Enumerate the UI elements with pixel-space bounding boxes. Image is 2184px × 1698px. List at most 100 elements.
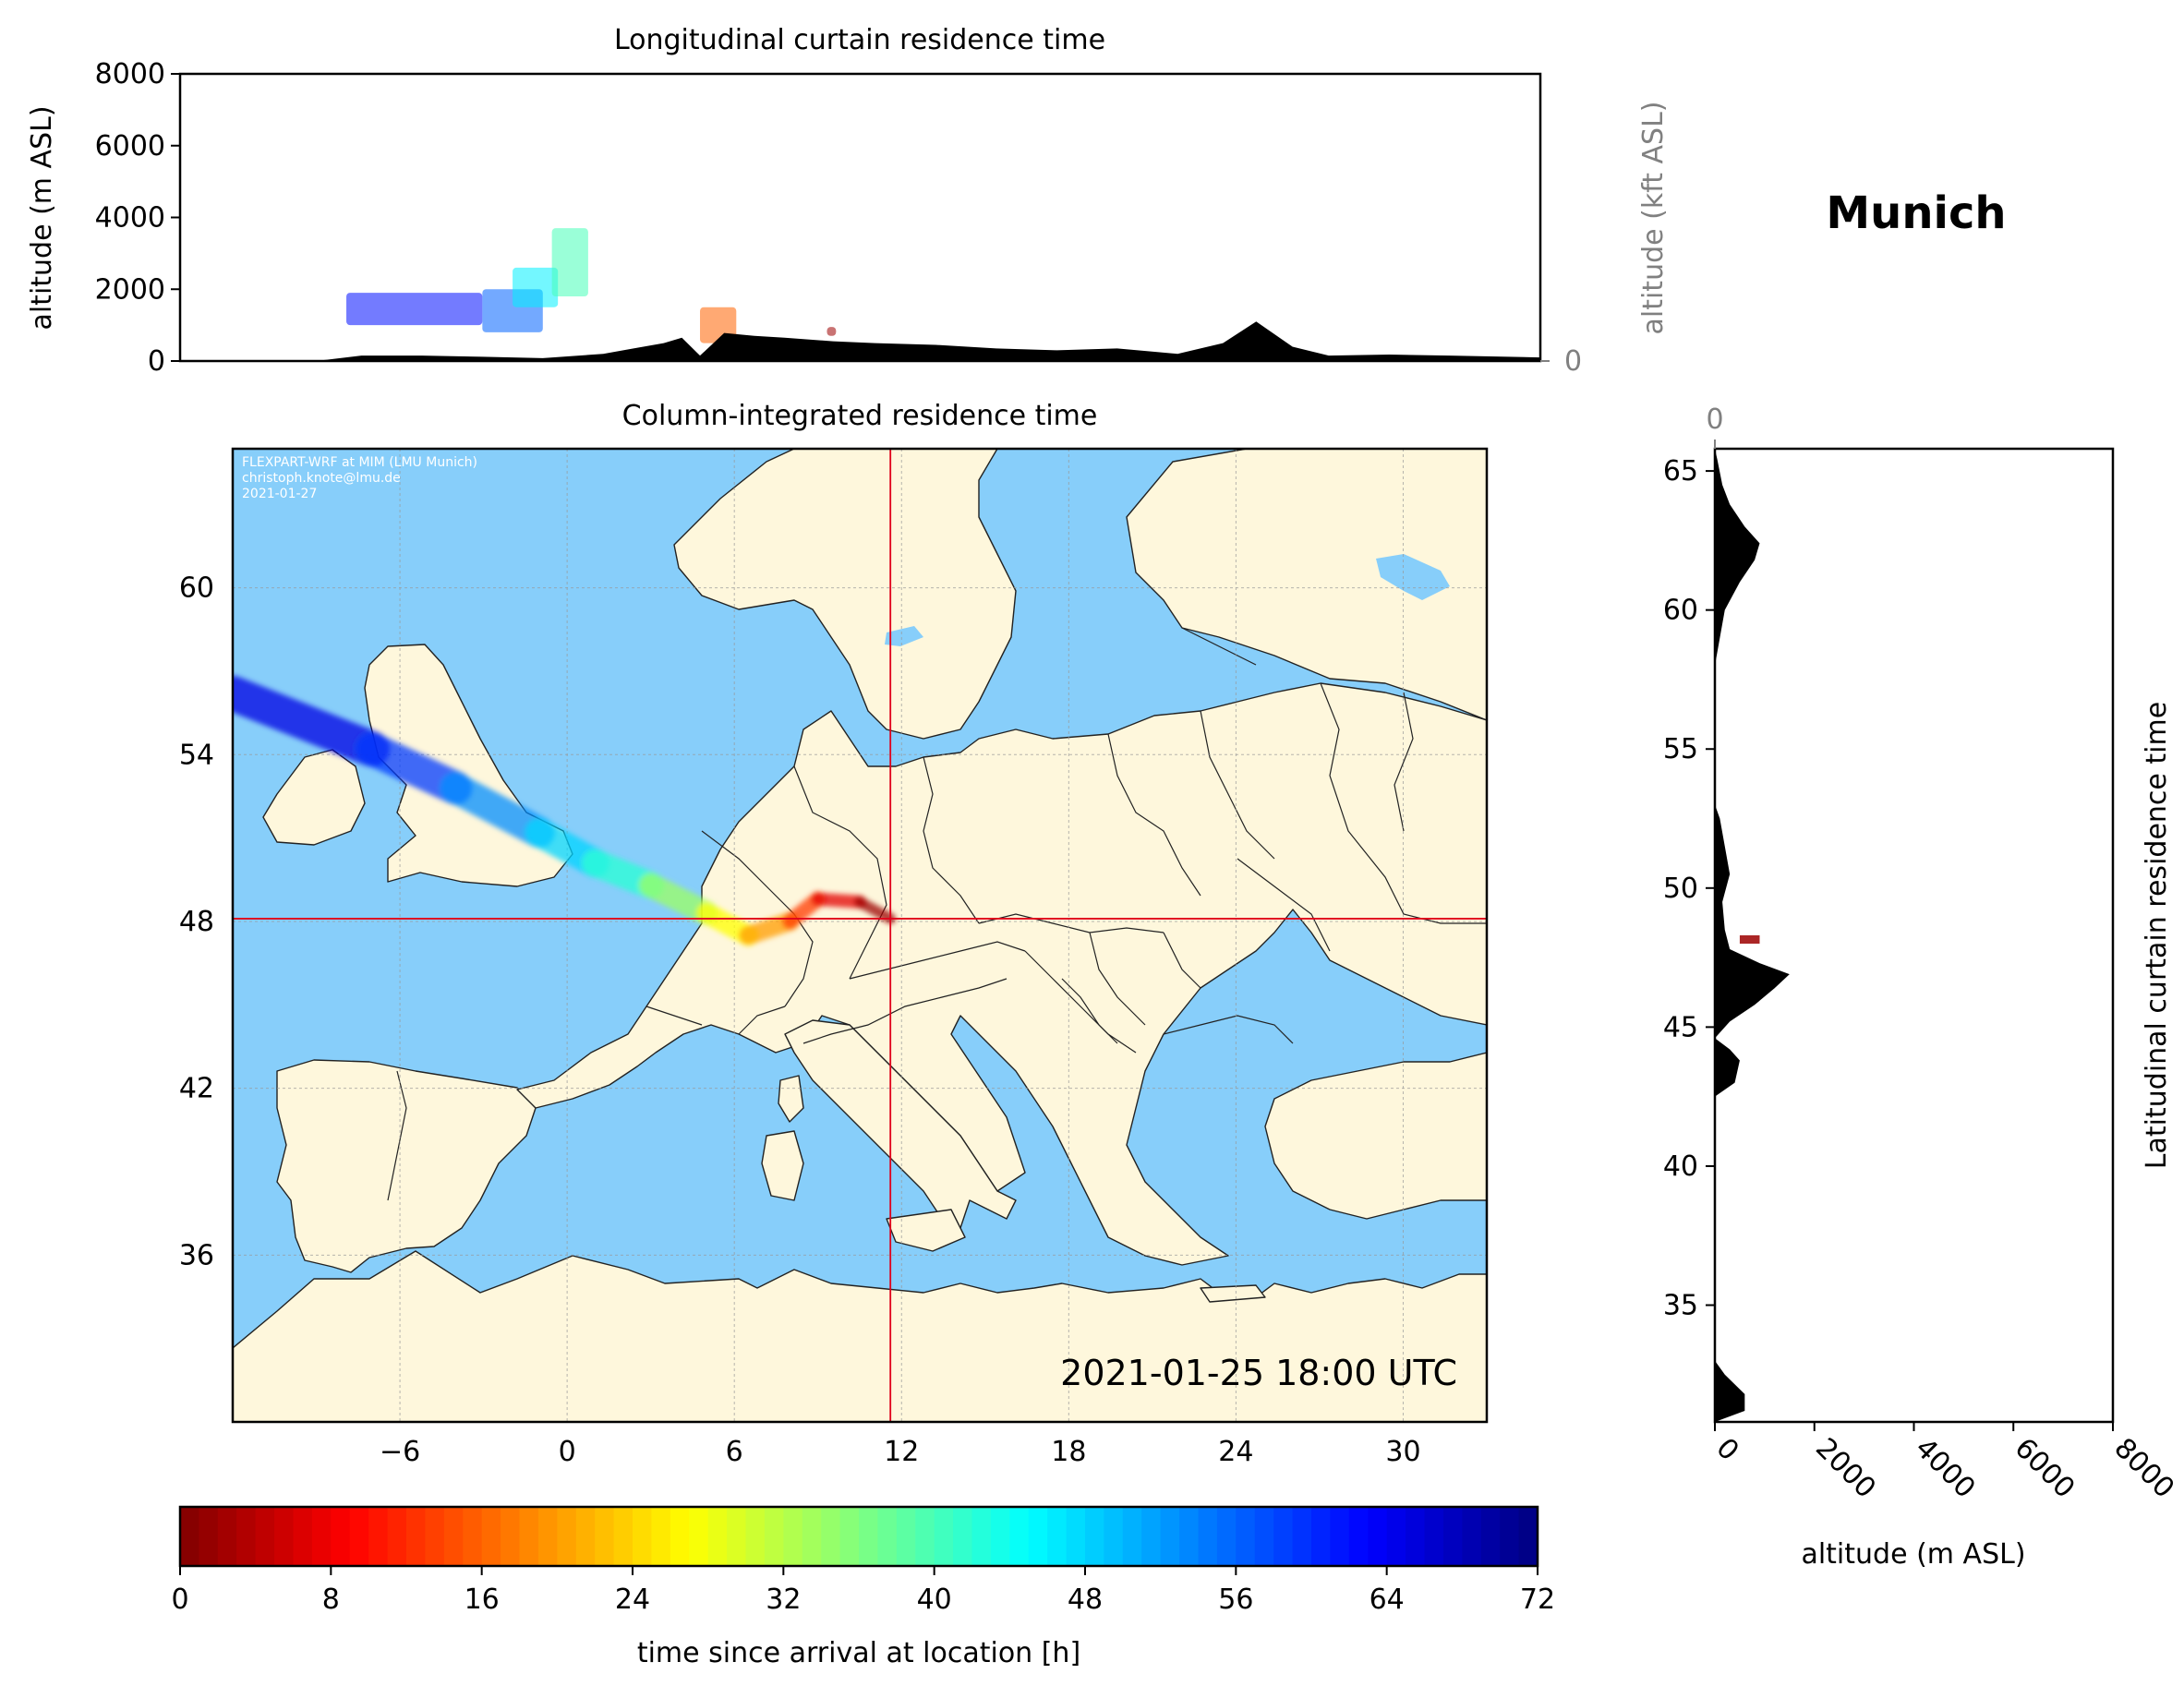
map-x-ticks: −6 0 6 12 18 24 30 [380,1436,1421,1468]
latitudinal-y-ticks: 35 40 45 50 55 60 65 [1663,455,1715,1322]
longitudinal-y2-ticks: 050100 [1540,345,1582,378]
map-timestamp: 2021-01-25 18:00 UTC [1060,1353,1457,1393]
colorbar-cell [1386,1507,1406,1566]
colorbar-cell [1236,1507,1256,1566]
map-xtick-label: 6 [726,1436,743,1468]
colorbar-cell [1480,1507,1501,1566]
colorbar-cell [1122,1507,1142,1566]
longitudinal-y2label: altitude (kft ASL) [1637,101,1670,334]
latitudinal-plume-cell [1739,935,1760,945]
map-ytick-label: 48 [179,906,214,938]
colorbar-cell [1198,1507,1218,1566]
map-panel: Column-integrated residence time [179,400,1489,1468]
colorbar-cell [557,1507,577,1566]
colorbar-cell [877,1507,898,1566]
colorbar-cell [707,1507,728,1566]
colorbar-cell [1330,1507,1350,1566]
longitudinal-ytick-label: 6000 [95,130,165,163]
latitudinal-ytick-label: 55 [1663,733,1698,765]
colorbar-cell [501,1507,521,1566]
colorbar-tick-label: 64 [1370,1584,1405,1616]
colorbar-cell [1348,1507,1369,1566]
credit-line-2: christoph.knote@lmu.de [242,471,401,486]
map-plume-segment [233,675,391,767]
longitudinal-panel: Longitudinal curtain residence time 0 200… [26,24,1670,378]
colorbar-cell [1254,1507,1274,1566]
landmass-iberia [276,1059,537,1273]
colorbar-cell [406,1507,427,1566]
colorbar-cell [1141,1507,1162,1566]
colorbar-cell [915,1507,935,1566]
colorbar-cell [537,1507,558,1566]
colorbar-cell [1066,1507,1086,1566]
longitudinal-y-ticks: 0 2000 4000 6000 8000 [95,58,180,378]
colorbar-cell [633,1507,653,1566]
colorbar-cell [1368,1507,1388,1566]
colorbar-cell [689,1507,709,1566]
credit-line-3: 2021-01-27 [242,487,317,501]
longitudinal-y2tick-label: 0 [1564,345,1582,378]
latitudinal-xtick-label: 6000 [2009,1432,2081,1505]
colorbar-cell [519,1507,539,1566]
map-gridlines [233,449,1487,1422]
latitudinal-x2tick-label: 0 [1706,403,1723,436]
colorbar-tick-label: 16 [465,1584,500,1616]
colorbar-cell [293,1507,313,1566]
latitudinal-ytick-label: 60 [1663,595,1698,627]
longitudinal-plume-cell [346,293,483,326]
colorbar-cell [1216,1507,1237,1566]
colorbar-label: time since arrival at location [h] [637,1637,1080,1669]
map-ytick-label: 54 [179,739,214,771]
colorbar-cell [481,1507,501,1566]
longitudinal-title: Longitudinal curtain residence time [614,24,1105,56]
latitudinal-title: Latitudinal curtain residence time [2141,702,2173,1169]
colorbar-cell [443,1507,464,1566]
map-ytick-label: 36 [179,1239,214,1271]
colorbar-ticks: 0 8 16 24 32 40 48 56 64 72 [171,1566,1555,1616]
colorbar-cell [651,1507,671,1566]
latitudinal-ytick-label: 50 [1663,873,1698,905]
colorbar: 0 8 16 24 32 40 48 56 64 72 time since arrival at… [171,1505,1555,1669]
longitudinal-ytick-label: 2000 [95,273,165,306]
colorbar-cell [1273,1507,1294,1566]
map-plume [233,675,897,946]
colorbar-cell [236,1507,257,1566]
map-title: Column-integrated residence time [622,400,1098,432]
latitudinal-xtick-label: 8000 [2107,1432,2180,1505]
colorbar-frame [178,1505,1539,1568]
map-ytick-label: 42 [179,1073,214,1105]
colorbar-cell [1047,1507,1068,1566]
map-xtick-label: 18 [1051,1436,1086,1468]
colorbar-tick-label: 32 [766,1584,801,1616]
map-xtick-label: 0 [559,1436,576,1468]
colorbar-cell [425,1507,445,1566]
lake-vanern [885,626,923,646]
map-xtick-label: −6 [380,1436,420,1468]
map-plume-segment [440,772,555,849]
colorbar-cell [764,1507,784,1566]
colorbar-cell [839,1507,860,1566]
longitudinal-ytick-label: 0 [148,345,165,378]
colorbar-cell [745,1507,766,1566]
lake-ladoga [1376,554,1450,600]
colorbar-cell [783,1507,803,1566]
colorbar-tick-label: 40 [917,1584,952,1616]
colorbar-cell [199,1507,219,1566]
landmass-turkey [1264,1052,1487,1220]
map-xtick-label: 24 [1218,1436,1253,1468]
colorbar-cell [274,1507,295,1566]
country-borders [387,627,1487,1201]
latitudinal-ytick-label: 40 [1663,1150,1698,1183]
landmass-ireland [262,749,366,846]
colorbar-gradient [180,1507,1538,1566]
colorbar-cell [1028,1507,1048,1566]
landmass-sardinia [761,1130,804,1201]
colorbar-cell [1462,1507,1482,1566]
colorbar-cell [387,1507,407,1566]
location-title: Munich [1826,187,2006,239]
landmass-northeast [1126,449,1487,721]
colorbar-cell [1179,1507,1200,1566]
colorbar-cell [349,1507,369,1566]
colorbar-cell [1406,1507,1426,1566]
